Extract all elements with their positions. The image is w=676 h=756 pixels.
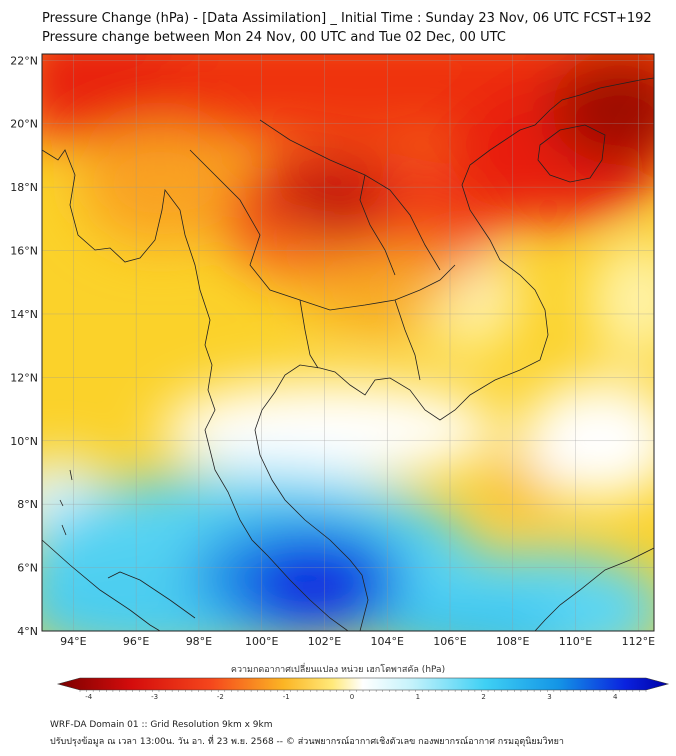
pressure-field xyxy=(42,54,654,631)
lat-label: 4°N xyxy=(17,625,38,638)
lon-label: 96°E xyxy=(123,635,149,648)
map-subtitle: Pressure change between Mon 24 Nov, 00 U… xyxy=(42,30,506,45)
lon-label: 98°E xyxy=(186,635,212,648)
lon-label: 106°E xyxy=(433,635,466,648)
lat-label: 20°N xyxy=(10,118,38,131)
colorbar-tick-label: -2 xyxy=(217,693,224,701)
coastlines xyxy=(42,77,654,631)
map-title: Pressure Change (hPa) - [Data Assimilati… xyxy=(42,11,652,26)
colorbar-tick-label: 1 xyxy=(416,693,420,701)
lat-label: 6°N xyxy=(17,562,38,575)
update-credit: ปรับปรุงข้อมูล ณ เวลา 13:00น. วัน อา. ที… xyxy=(50,737,564,747)
lat-label: 18°N xyxy=(10,181,38,194)
colorbar-tick-label: -3 xyxy=(151,693,158,701)
lon-label: 110°E xyxy=(559,635,592,648)
colorbar-tick-label: -1 xyxy=(283,693,290,701)
lat-label: 10°N xyxy=(10,435,38,448)
lon-label: 104°E xyxy=(371,635,404,648)
lat-label: 8°N xyxy=(17,498,38,511)
lon-label: 94°E xyxy=(60,635,86,648)
colorbar-title: ความกดอากาศเปลี่ยนแปลง หน่วย เฮกโตพาสคัล… xyxy=(230,665,446,675)
longitude-labels: 94°E 96°E 98°E 100°E 102°E 104°E 106°E 108°E 110… xyxy=(60,635,655,648)
colorbar-tick-label: 0 xyxy=(350,693,354,701)
model-info: WRF-DA Domain 01 :: Grid Resolution 9km … xyxy=(50,720,273,730)
map-frame xyxy=(41,53,655,632)
lat-label: 16°N xyxy=(10,245,38,258)
lon-label: 100°E xyxy=(245,635,278,648)
colorbar-ticks: -4 -3 -2 -1 0 1 2 3 4 xyxy=(79,690,647,701)
colorbar-tick-label: 3 xyxy=(547,693,551,701)
colorbar-tick-label: -4 xyxy=(85,693,93,701)
lon-label: 112°E xyxy=(622,635,655,648)
lat-label: 12°N xyxy=(10,371,38,384)
graticule xyxy=(42,54,654,631)
colorbar-tick-label: 2 xyxy=(481,693,485,701)
lon-label: 102°E xyxy=(308,635,341,648)
latitude-labels: 22°N 20°N 18°N 16°N 14°N 12°N 10°N 8°N 6°N 4°N xyxy=(10,54,38,638)
lat-label: 22°N xyxy=(10,54,38,67)
lat-label: 14°N xyxy=(10,308,38,321)
colorbar-tick-label: 4 xyxy=(613,693,618,701)
lon-label: 108°E xyxy=(496,635,529,648)
colorbar: -4 -3 -2 -1 0 1 2 3 4 xyxy=(56,677,670,701)
